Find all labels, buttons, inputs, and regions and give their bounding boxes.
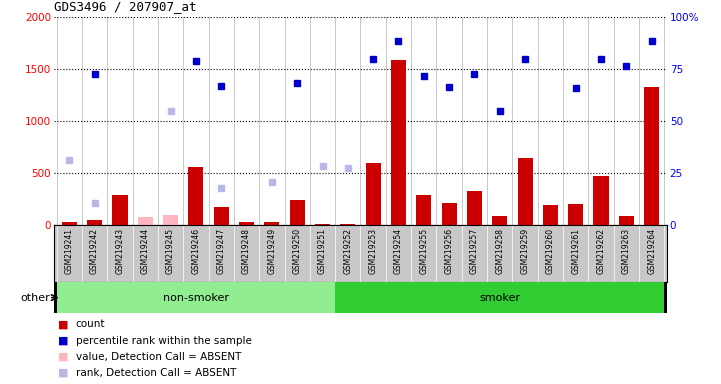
Text: GSM219255: GSM219255	[420, 227, 428, 274]
Bar	[467, 192, 482, 225]
Text: GSM219257: GSM219257	[470, 227, 479, 274]
Text: GSM219243: GSM219243	[115, 227, 125, 274]
Bar	[188, 167, 203, 225]
Bar	[138, 217, 153, 225]
Bar	[163, 215, 178, 225]
Bar	[138, 220, 153, 225]
Text: non-smoker: non-smoker	[163, 293, 229, 303]
Text: GSM219262: GSM219262	[596, 227, 606, 273]
Text: value, Detection Call = ABSENT: value, Detection Call = ABSENT	[76, 352, 241, 362]
Text: count: count	[76, 319, 105, 329]
Bar	[57, 282, 335, 313]
Bar	[315, 223, 330, 225]
Text: GSM219264: GSM219264	[647, 227, 656, 274]
Text: GSM219241: GSM219241	[65, 227, 74, 273]
Bar	[593, 176, 609, 225]
Text: GDS3496 / 207907_at: GDS3496 / 207907_at	[54, 0, 197, 13]
Text: smoker: smoker	[479, 293, 521, 303]
Text: GSM219251: GSM219251	[318, 227, 327, 273]
Text: GSM219250: GSM219250	[293, 227, 301, 274]
Text: GSM219253: GSM219253	[368, 227, 378, 274]
Text: GSM219256: GSM219256	[445, 227, 454, 274]
Bar	[568, 204, 583, 225]
Text: GSM219258: GSM219258	[495, 227, 504, 273]
Bar	[619, 216, 634, 225]
Text: GSM219248: GSM219248	[242, 227, 251, 273]
Text: GSM219261: GSM219261	[571, 227, 580, 273]
Text: GSM219249: GSM219249	[267, 227, 276, 274]
Text: rank, Detection Call = ABSENT: rank, Detection Call = ABSENT	[76, 368, 236, 378]
Text: ■: ■	[58, 368, 68, 378]
Text: GSM219244: GSM219244	[141, 227, 150, 274]
Bar	[340, 223, 355, 225]
Bar	[62, 222, 77, 225]
Text: GSM219263: GSM219263	[622, 227, 631, 274]
Text: GSM219247: GSM219247	[217, 227, 226, 274]
Text: other: other	[21, 293, 50, 303]
Text: GSM219259: GSM219259	[521, 227, 530, 274]
Text: GSM219245: GSM219245	[166, 227, 175, 274]
Bar	[112, 195, 128, 225]
Text: ■: ■	[58, 336, 68, 346]
Bar	[239, 222, 254, 225]
Bar	[290, 200, 305, 225]
Text: ■: ■	[58, 319, 68, 329]
Bar	[335, 282, 664, 313]
Bar	[87, 220, 102, 225]
Text: GSM219242: GSM219242	[90, 227, 99, 273]
Bar	[213, 207, 229, 225]
Text: percentile rank within the sample: percentile rank within the sample	[76, 336, 252, 346]
Bar	[543, 205, 558, 225]
Bar	[518, 158, 533, 225]
Bar	[391, 60, 406, 225]
Bar	[163, 216, 178, 225]
Bar	[441, 203, 456, 225]
Bar	[416, 195, 431, 225]
Text: GSM219254: GSM219254	[394, 227, 403, 274]
Text: GSM219246: GSM219246	[191, 227, 200, 274]
Text: GSM219260: GSM219260	[546, 227, 555, 274]
Bar	[644, 87, 659, 225]
Bar	[492, 216, 508, 225]
Bar	[366, 164, 381, 225]
Text: GSM219252: GSM219252	[343, 227, 353, 273]
Text: ■: ■	[58, 352, 68, 362]
Bar	[265, 222, 280, 225]
